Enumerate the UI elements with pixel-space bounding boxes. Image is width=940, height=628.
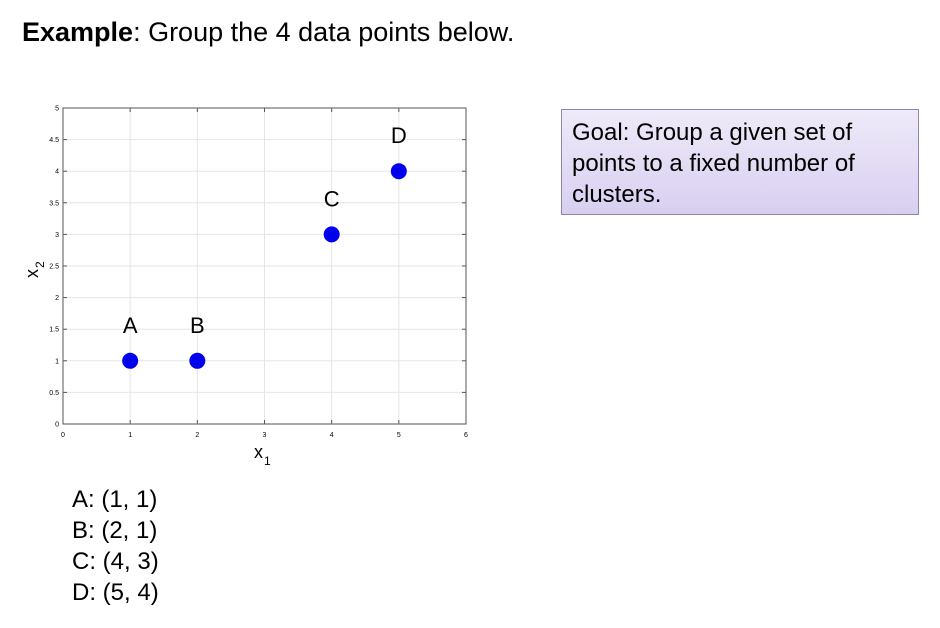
x-tick-label: 2 — [195, 432, 199, 439]
y-tick-label: 1 — [55, 358, 59, 365]
y-tick-label: 1.5 — [49, 327, 59, 334]
axis-ticks: 0 1 2 3 4 5 6 0 0.5 1 1.5 2 2.5 3 3.5 4 4.5 5 — [49, 106, 468, 440]
y-tick-label: 5 — [55, 106, 59, 113]
x-tick-label: 1 — [128, 432, 132, 439]
data-point-c — [323, 226, 340, 243]
y-tick-label: 2.5 — [49, 264, 59, 271]
point-label-b: B — [190, 313, 205, 338]
x-tick-label: 0 — [61, 432, 65, 439]
data-point-a — [122, 352, 139, 369]
y-axis-label-text: x — [22, 269, 42, 278]
goal-callout: Goal: Group a given set of points to a f… — [561, 109, 919, 215]
coordinate-list: A: (1, 1) B: (2, 1) C: (4, 3) D: (5, 4) — [72, 484, 159, 608]
x-tick-label: 3 — [263, 432, 267, 439]
data-point-d — [390, 163, 407, 180]
y-tick-label: 4.5 — [49, 137, 59, 144]
y-tick-label: 4 — [55, 169, 59, 176]
data-point-b — [189, 352, 206, 369]
x-axis-label: x 1 — [254, 442, 271, 468]
point-label-c: C — [324, 186, 340, 211]
y-tick-label: 3 — [55, 232, 59, 239]
title-rest: : Group the 4 data points below. — [133, 17, 515, 47]
y-axis-label: x 2 — [22, 261, 47, 278]
coordinate-item: D: (5, 4) — [72, 579, 159, 606]
goal-text: Goal: Group a given set of points to a f… — [572, 119, 855, 208]
x-axis-label-subscript: 1 — [264, 454, 271, 468]
y-tick-label: 3.5 — [49, 200, 59, 207]
slide-title: Example: Group the 4 data points below. — [22, 14, 514, 50]
data-points: A B C D — [122, 123, 407, 369]
grid-lines — [63, 108, 466, 424]
point-label-a: A — [123, 313, 138, 338]
x-axis-label-text: x — [254, 442, 263, 462]
coordinate-item: B: (2, 1) — [72, 517, 158, 544]
y-tick-label: 2 — [55, 295, 59, 302]
coordinate-item: A: (1, 1) — [72, 486, 158, 513]
coordinate-item: C: (4, 3) — [72, 548, 159, 575]
y-tick-label: 0 — [55, 422, 59, 429]
x-tick-label: 4 — [330, 432, 334, 439]
x-tick-label: 5 — [397, 432, 401, 439]
y-axis-label-subscript: 2 — [33, 261, 47, 268]
y-tick-label: 0.5 — [49, 390, 59, 397]
title-bold: Example — [22, 17, 134, 47]
point-label-d: D — [391, 123, 407, 148]
x-tick-label: 6 — [464, 432, 468, 439]
